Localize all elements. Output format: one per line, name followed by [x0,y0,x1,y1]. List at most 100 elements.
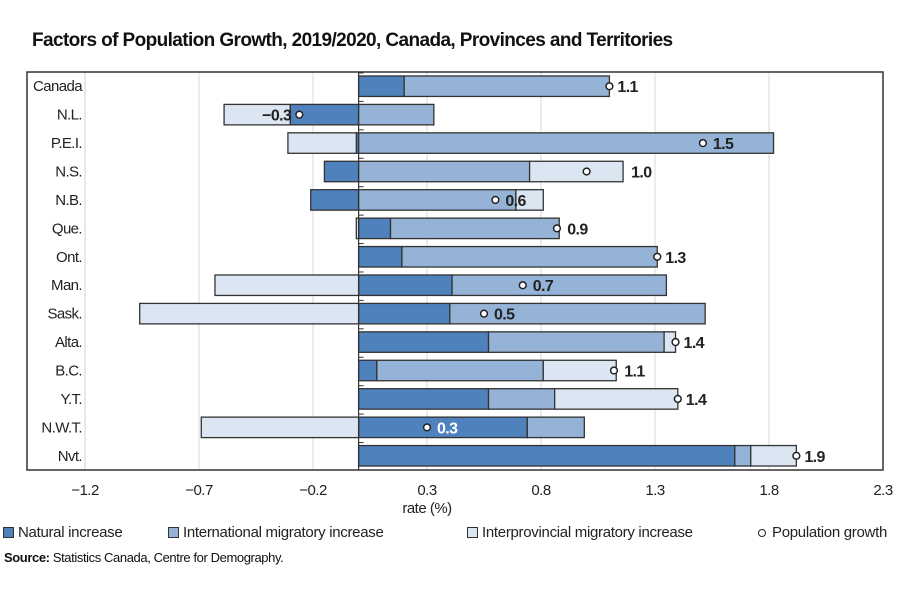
growth-label: 1.1 [617,79,638,96]
bar-international [376,359,544,382]
bar-interprovincial [139,302,360,325]
growth-label: 1.5 [713,136,734,153]
legend-item-international: International migratory increase [168,524,384,541]
category-label: Que. [52,220,82,237]
growth-label: 1.9 [804,449,825,466]
category-label: Canada [33,78,83,95]
x-tick-label: 1.8 [759,482,779,499]
growth-label: 1.4 [686,392,707,409]
legend-item-growth: Population growth [758,524,887,541]
x-tick-label: −1.2 [71,482,99,499]
category-label: Y.T. [60,391,82,408]
bar-natural [310,189,360,211]
x-tick-label: 2.3 [873,482,893,499]
category-label: Man. [51,277,82,294]
legend-marker-growth [758,528,766,537]
legend-swatch-interprovincial [467,527,478,538]
legend-swatch-international [168,527,179,538]
bar-international [487,388,556,410]
x-tick-label: 0.8 [531,482,551,499]
growth-label: 0.9 [567,221,588,238]
bar-international [403,75,611,98]
bar-interprovincial [554,388,679,410]
growth-marker [518,281,527,290]
bar-interprovincial [750,444,798,467]
bar-international [734,444,752,467]
plot-frame [26,71,884,471]
x-tick-label: 0.3 [417,482,437,499]
growth-label: 1.4 [684,335,705,352]
category-label: P.E.I. [51,135,82,152]
growth-marker [422,423,432,432]
growth-marker [609,366,619,375]
growth-marker [673,394,682,404]
growth-marker [605,82,614,91]
growth-label: 1.0 [631,165,652,182]
bar-natural [357,359,378,382]
growth-label: 0.5 [494,307,515,324]
legend-label-international: International migratory increase [183,524,384,541]
category-label: N.B. [55,192,82,209]
bar-interprovincial [214,274,360,297]
bar-natural [357,331,490,353]
bar-natural [357,302,451,325]
growth-marker [552,224,562,233]
growth-marker [671,337,680,347]
growth-label: −0.3 [262,108,292,125]
growth-marker [653,252,662,261]
category-label: N.W.T. [41,419,82,436]
category-label: Nvt. [58,448,82,465]
legend-swatch-natural [3,527,14,538]
category-label: Sask. [47,306,82,323]
legend-label-growth: Population growth [772,524,887,541]
source-text: Statistics Canada, Centre for Demography… [52,550,284,565]
growth-label: 1.3 [665,250,686,267]
x-tick-label: −0.7 [185,482,213,499]
bar-international [487,331,665,353]
bar-natural [357,245,403,268]
source-label: Source: [4,550,50,565]
category-label: N.L. [57,107,82,124]
growth-label: 0.3 [437,420,458,437]
x-axis-label: rate (%) [402,500,452,517]
bar-interprovincial [528,160,624,183]
growth-label: 0.6 [505,193,526,210]
growth-marker [491,195,500,205]
growth-marker [698,138,708,148]
bar-international [357,103,435,126]
bar-interprovincial [223,103,291,126]
bar-interprovincial [542,359,617,382]
category-label: N.S. [55,164,82,181]
bar-interprovincial [200,416,360,439]
category-label: Alta. [55,334,82,351]
x-tick-label: −0.2 [299,482,327,499]
bar-natural [357,75,405,98]
x-tick-label: 1.3 [645,482,665,499]
bar-natural [357,274,453,297]
chart-title: Factors of Population Growth, 2019/2020,… [32,30,673,51]
growth-marker [295,110,304,119]
growth-label: 0.7 [533,278,554,295]
legend-item-natural: Natural increase [3,524,123,541]
growth-label: 1.1 [624,364,645,381]
bar-natural [357,217,392,240]
bar-natural [323,160,360,183]
growth-marker [792,451,801,460]
category-label: Ont. [56,249,82,266]
bar-international [451,274,668,297]
bar-natural [357,388,490,410]
bar-international [357,132,775,154]
bar-interprovincial [515,189,544,211]
growth-marker [582,167,591,176]
growth-marker [479,309,489,318]
legend-label-interprovincial: Interprovincial migratory increase [482,524,693,541]
bar-international [357,160,531,183]
legend-label-natural: Natural increase [18,524,123,541]
bar-international [389,217,560,240]
source-note: Source: Statistics Canada, Centre for De… [4,550,284,565]
legend-item-interprovincial: Interprovincial migratory increase [467,524,693,541]
bar-natural [357,444,736,467]
category-label: B.C. [55,363,82,380]
bar-international [401,245,658,268]
bar-interprovincial [287,132,357,154]
